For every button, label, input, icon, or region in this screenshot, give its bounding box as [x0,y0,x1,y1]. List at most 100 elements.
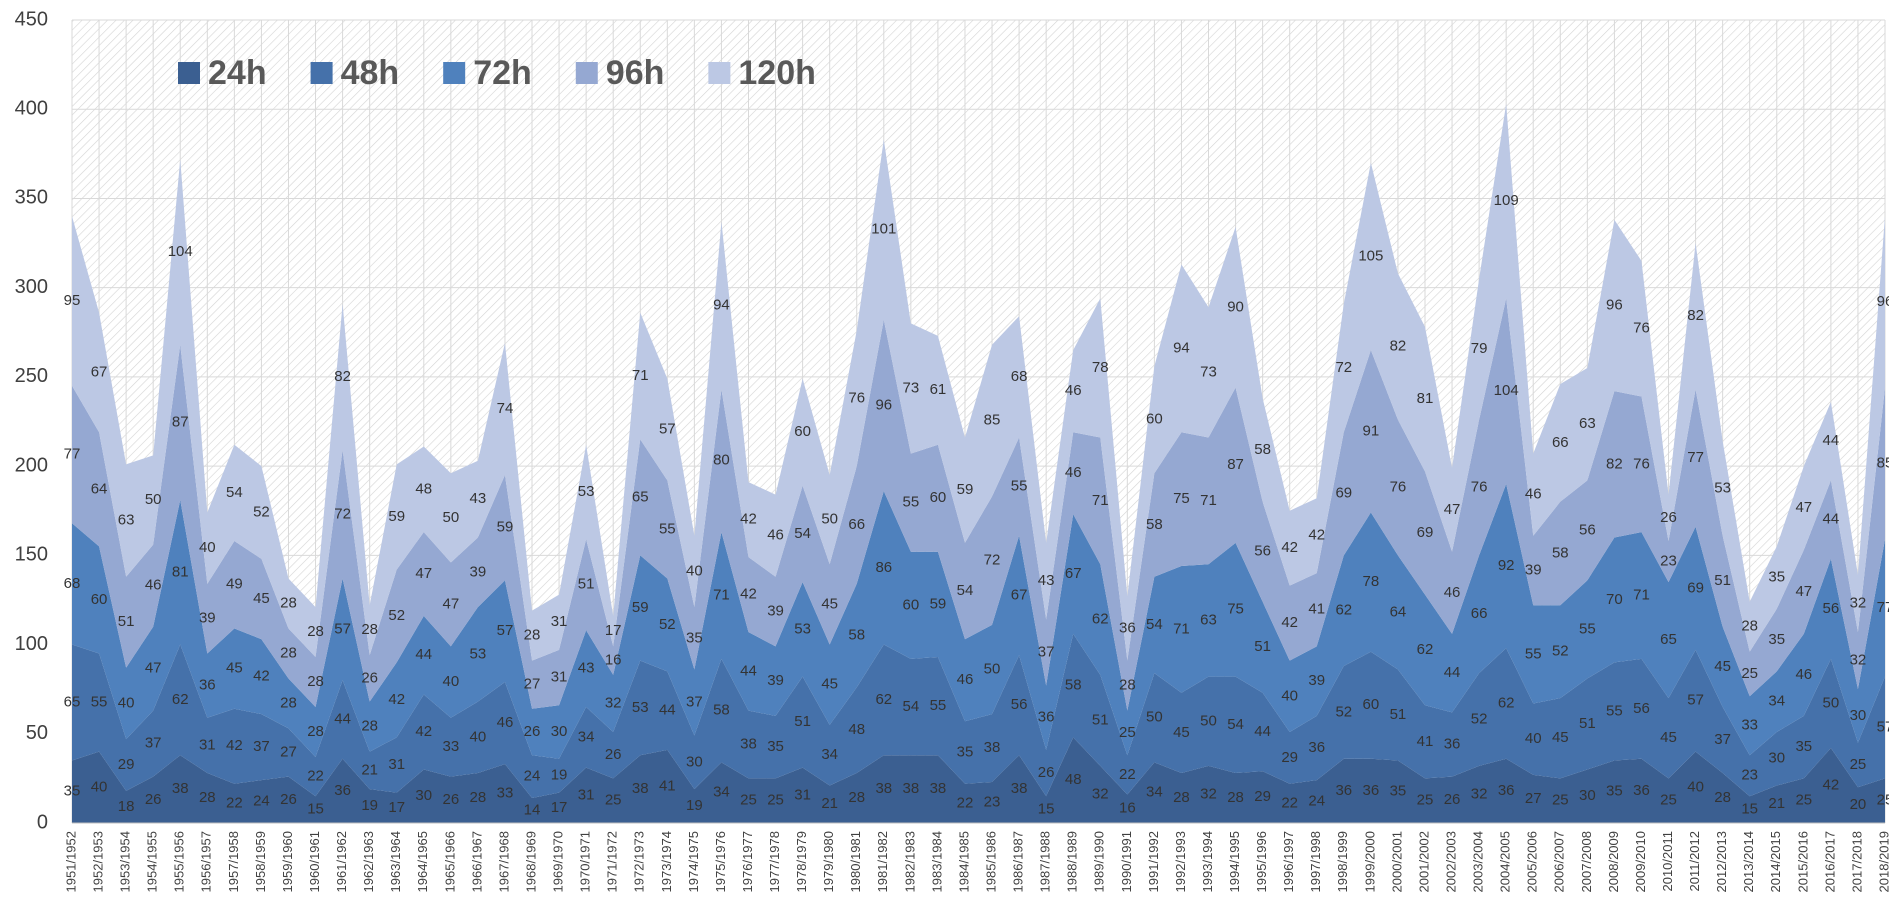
data-label: 48 [848,721,865,738]
x-tick-label: 1968/1969 [523,831,538,892]
area-48h [72,633,1885,799]
data-label: 28 [361,718,378,735]
data-label: 63 [1579,415,1596,432]
data-label: 36 [1119,619,1136,636]
data-label: 62 [1335,602,1352,619]
data-label: 46 [957,671,974,688]
data-label: 82 [1687,307,1704,324]
data-label: 28 [1173,789,1190,806]
data-label: 104 [168,243,193,260]
data-label: 36 [1038,709,1055,726]
data-label: 28 [1119,677,1136,694]
data-label: 16 [605,652,622,669]
data-label: 60 [903,596,920,613]
data-label: 28 [1714,789,1731,806]
data-label: 92 [1498,557,1515,574]
data-label: 52 [1335,703,1352,720]
x-tick-label: 1963/1964 [388,831,403,892]
data-label: 65 [64,694,81,711]
legend-swatch [443,62,466,84]
data-label: 85 [984,412,1001,429]
data-label: 46 [1065,464,1082,481]
data-label: 35 [1606,783,1623,800]
x-tick-label: 1959/1960 [280,831,295,892]
data-label: 57 [1687,692,1704,709]
data-label: 26 [524,723,541,740]
data-label: 37 [1714,731,1731,748]
x-tick-label: 1960/1961 [307,831,322,892]
data-label: 74 [497,400,514,417]
data-label: 26 [145,791,162,808]
data-label: 35 [64,783,81,800]
x-tick-label: 1997/1998 [1308,831,1323,892]
data-label: 51 [118,613,135,630]
data-label: 37 [145,735,162,752]
y-tick-label: 50 [26,722,48,744]
data-label: 36 [199,677,216,694]
data-label: 53 [470,645,487,662]
x-tick-label: 1983/1984 [929,831,944,892]
data-label: 66 [848,516,865,533]
data-label: 24 [253,793,270,810]
data-label: 67 [1065,565,1082,582]
data-label: 58 [1254,441,1271,458]
y-tick-label: 450 [15,8,48,30]
data-label: 35 [686,629,703,646]
data-label: 59 [632,599,649,616]
area-96h [72,298,1885,711]
data-label: 44 [659,702,676,719]
x-tick-label: 1990/1991 [1119,831,1134,892]
data-label: 31 [551,613,568,630]
data-label: 60 [1363,696,1380,713]
data-label: 40 [470,728,487,745]
data-label: 34 [578,728,595,745]
data-label: 40 [1525,730,1542,747]
data-label: 44 [1254,723,1271,740]
data-label: 62 [875,691,892,708]
data-label: 69 [1417,524,1434,541]
data-label: 59 [930,595,947,612]
data-label: 26 [605,746,622,763]
data-label: 105 [1358,247,1383,264]
data-label: 82 [334,368,351,385]
data-label: 50 [145,491,162,508]
data-label: 42 [1308,527,1325,544]
data-label: 15 [1038,801,1055,818]
data-label: 91 [1363,422,1380,439]
x-tick-label: 1991/1992 [1146,831,1161,892]
data-label: 71 [1633,586,1650,603]
data-label: 28 [280,594,297,611]
data-label: 38 [632,780,649,797]
x-tick-label: 2001/2002 [1416,831,1431,892]
data-label: 50 [984,661,1001,678]
data-label: 60 [1146,411,1163,428]
data-label: 57 [659,420,676,437]
data-label: 51 [1390,706,1407,723]
data-label: 28 [307,723,324,740]
data-label: 101 [871,221,896,238]
data-label: 77 [1877,599,1889,616]
x-tick-label: 2011/2012 [1687,831,1702,892]
data-label: 36 [1335,782,1352,799]
data-label: 28 [1741,618,1758,635]
data-label: 41 [659,777,676,794]
data-label: 59 [388,508,405,525]
data-label: 87 [172,413,189,430]
data-label: 22 [307,768,324,785]
data-label: 20 [1850,796,1867,813]
data-label: 51 [1579,715,1596,732]
data-label: 36 [1633,782,1650,799]
x-tick-label: 2016/2017 [1822,831,1837,892]
data-label: 25 [1741,665,1758,682]
x-tick-label: 1980/1981 [848,831,863,892]
data-label: 15 [1741,801,1758,818]
data-label: 50 [1200,712,1217,729]
data-label: 57 [1877,719,1889,736]
data-label: 51 [1092,711,1109,728]
data-label: 55 [1579,620,1596,637]
x-tick-label: 1996/1997 [1281,831,1296,892]
data-label: 72 [1335,359,1352,376]
y-tick-label: 250 [15,365,48,387]
data-label: 25 [1552,792,1569,809]
data-label: 31 [199,736,216,753]
